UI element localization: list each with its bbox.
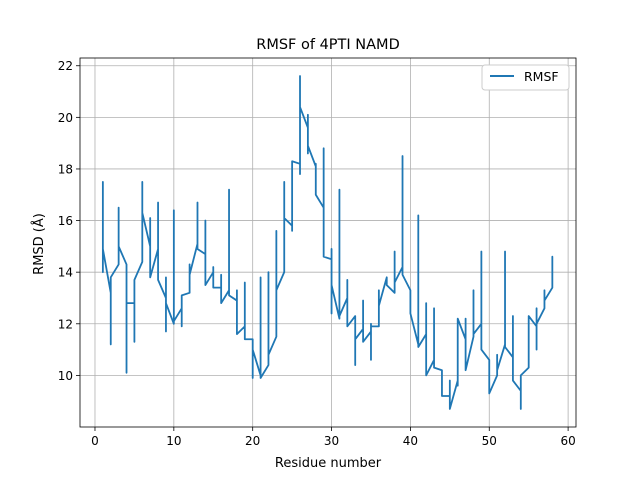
y-tick-label: 20 <box>58 111 73 125</box>
y-tick-label: 10 <box>58 369 73 383</box>
x-tick-label: 10 <box>166 434 181 448</box>
x-tick-label: 60 <box>560 434 575 448</box>
x-tick-label: 40 <box>403 434 418 448</box>
legend-label-rmsf: RMSF <box>524 69 559 84</box>
y-tick-label: 12 <box>58 317 73 331</box>
legend: RMSF <box>481 64 570 91</box>
plot-frame <box>79 57 577 428</box>
y-tick-label: 22 <box>58 59 73 73</box>
y-axis-label: RMSD (Å) <box>31 213 47 275</box>
series-layer <box>101 75 554 410</box>
series-line-rmsf <box>101 75 554 410</box>
y-tick-label: 16 <box>58 214 73 228</box>
ticks: 0 10 20 30 40 50 60 10 12 14 16 18 20 22 <box>58 59 576 448</box>
x-tick-label: 20 <box>245 434 260 448</box>
x-tick-label: 0 <box>91 434 99 448</box>
y-tick-label: 14 <box>58 266 73 280</box>
x-tick-label: 50 <box>482 434 497 448</box>
x-tick-label: 30 <box>324 434 339 448</box>
legend-box <box>481 64 570 91</box>
y-tick-label: 18 <box>58 162 73 176</box>
chart-title: RMSF of 4PTI NAMD <box>256 37 399 53</box>
grid <box>80 58 576 427</box>
x-axis-label: Residue number <box>275 456 382 471</box>
